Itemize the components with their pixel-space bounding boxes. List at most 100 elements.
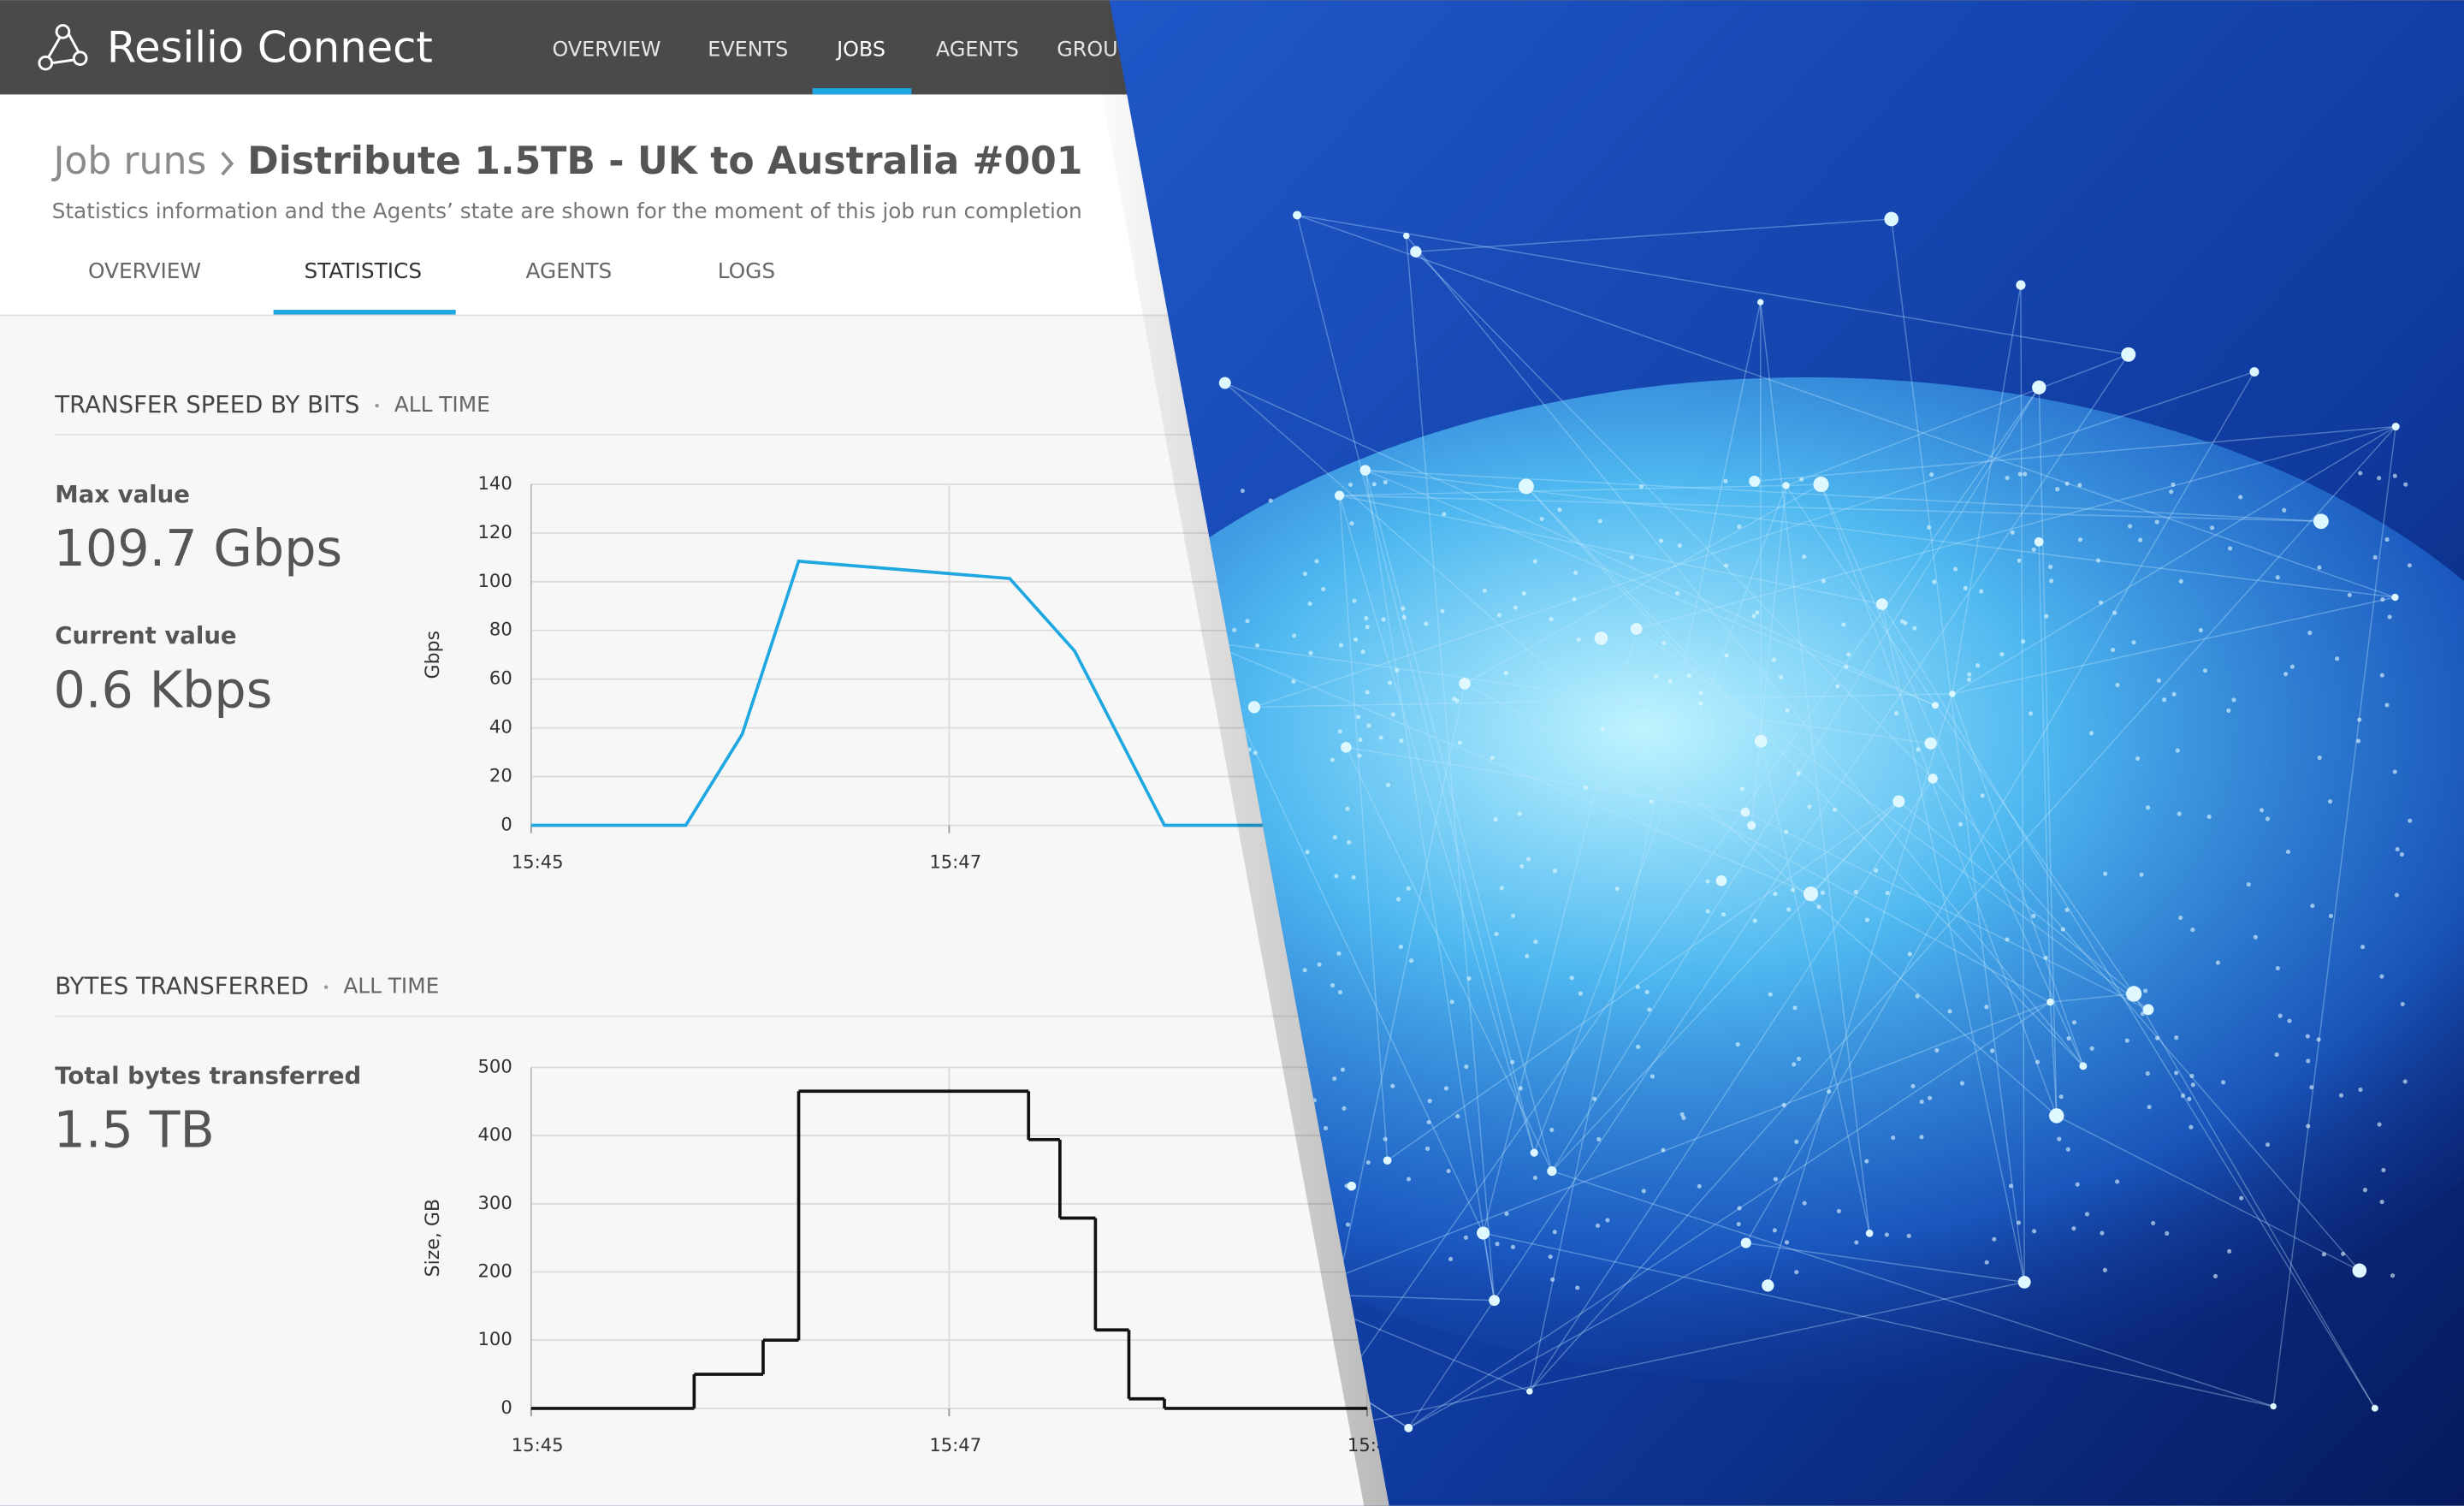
network-node <box>2391 422 2400 431</box>
network-link <box>1744 811 2149 1011</box>
city-dot <box>1893 710 1898 715</box>
city-dot <box>2139 872 2144 877</box>
tab[interactable]: STATISTICS <box>304 258 422 283</box>
city-dot <box>1383 479 1388 484</box>
city-dot <box>1752 918 1757 923</box>
city-dot <box>1928 1095 1933 1100</box>
city-dot <box>2227 1248 2232 1254</box>
nav-item[interactable]: JOBS <box>835 37 886 61</box>
network-link <box>1785 485 2135 994</box>
city-dot <box>2407 563 2412 568</box>
city-dot <box>1510 1059 1515 1064</box>
network-node <box>1782 482 1790 489</box>
city-dot <box>2372 554 2378 560</box>
network-node <box>1892 795 1905 808</box>
y-tick-label: 0 <box>500 813 512 834</box>
network-link <box>1253 371 2255 709</box>
city-dot <box>1773 892 1778 897</box>
city-dot <box>1314 559 1319 564</box>
city-dot <box>1629 554 1634 560</box>
section-range[interactable]: ALL TIME <box>394 392 490 417</box>
network-link <box>1407 353 2129 1429</box>
city-dot <box>1647 1007 1652 1012</box>
city-dot <box>2143 988 2148 993</box>
network-link <box>1365 470 1553 1171</box>
city-dot <box>1596 1136 1602 1142</box>
city-dot <box>1605 1218 1610 1223</box>
tab[interactable]: OVERVIEW <box>88 258 201 283</box>
nav-item[interactable]: EVENTS <box>708 37 788 61</box>
city-dot <box>2135 756 2141 761</box>
city-dot <box>1963 585 1968 590</box>
city-dot <box>1799 477 1804 482</box>
city-dot <box>1357 753 1362 758</box>
brand[interactable]: Resilio Connect <box>107 22 433 72</box>
network-link <box>1898 801 2135 995</box>
city-dot <box>1975 663 1981 668</box>
nav-item[interactable]: AGENTS <box>936 37 1019 61</box>
city-dot <box>2306 1058 2311 1064</box>
city-dot <box>1705 879 1710 884</box>
city-dot <box>1406 886 1411 891</box>
nav-item[interactable]: OVERVIEW <box>552 37 660 61</box>
network-node <box>2079 1062 2088 1070</box>
network-node <box>1218 376 1231 389</box>
tab-active-indicator <box>273 310 456 315</box>
city-dot <box>2048 564 2053 569</box>
city-dot <box>1916 747 1921 752</box>
city-dot <box>1308 650 1313 655</box>
city-dot <box>1992 1236 1997 1242</box>
city-dot <box>1332 1076 1337 1082</box>
network-node <box>1293 210 1302 220</box>
city-dot <box>2089 1046 2094 1051</box>
x-tick-label: 15:47 <box>929 851 981 873</box>
network-link <box>1387 800 1899 1161</box>
city-dot <box>2174 1035 2179 1041</box>
network-link <box>1253 693 1952 709</box>
city-dot <box>1735 1042 1740 1047</box>
city-dot <box>1650 1074 1656 1079</box>
section-range[interactable]: ALL TIME <box>343 974 439 999</box>
city-dot <box>2140 1011 2146 1017</box>
network-node <box>1410 246 1422 258</box>
city-dot <box>2239 1195 2244 1201</box>
city-dot <box>1736 1221 1741 1227</box>
tab[interactable]: AGENTS <box>525 258 612 283</box>
city-dot <box>2392 473 2397 478</box>
city-dot <box>2174 1070 2179 1076</box>
breadcrumb-parent[interactable]: Job runs <box>50 139 206 183</box>
city-dot <box>2310 904 2315 909</box>
city-dot <box>1347 839 1352 845</box>
network-link <box>1406 235 2084 1067</box>
nav-active-indicator <box>812 88 912 95</box>
network-link <box>1339 484 1786 496</box>
network-link <box>2272 426 2396 1407</box>
city-dot <box>2181 1093 2186 1098</box>
city-dot <box>1345 1222 1351 1227</box>
city-dot <box>1578 991 1583 996</box>
city-dot <box>2253 934 2258 940</box>
city-dot <box>1639 484 1644 489</box>
city-dot <box>2177 811 2182 816</box>
y-tick-label: 200 <box>477 1260 512 1281</box>
city-dot <box>2147 1105 2152 1110</box>
page-subtitle: Statistics information and the Agents’ s… <box>52 199 1082 223</box>
y-tick-label: 80 <box>489 619 512 640</box>
city-dot <box>1966 677 1972 682</box>
city-dot <box>2403 482 2408 487</box>
city-dot <box>1455 1113 1460 1119</box>
city-dot <box>2155 1035 2160 1041</box>
city-dot <box>2057 1136 2062 1141</box>
network-node <box>1949 691 1956 697</box>
network-link <box>1224 382 2058 1117</box>
city-dot <box>1390 712 1395 717</box>
city-dot <box>1583 785 1589 790</box>
city-dot <box>1521 590 1526 596</box>
city-dot <box>2277 1013 2283 1018</box>
city-dot <box>2379 1199 2384 1205</box>
city-dot <box>2190 1082 2195 1088</box>
tab[interactable]: LOGS <box>718 258 775 283</box>
network-link <box>1881 603 2025 1283</box>
y-tick-label: 500 <box>477 1055 512 1076</box>
city-dot <box>1305 850 1310 855</box>
